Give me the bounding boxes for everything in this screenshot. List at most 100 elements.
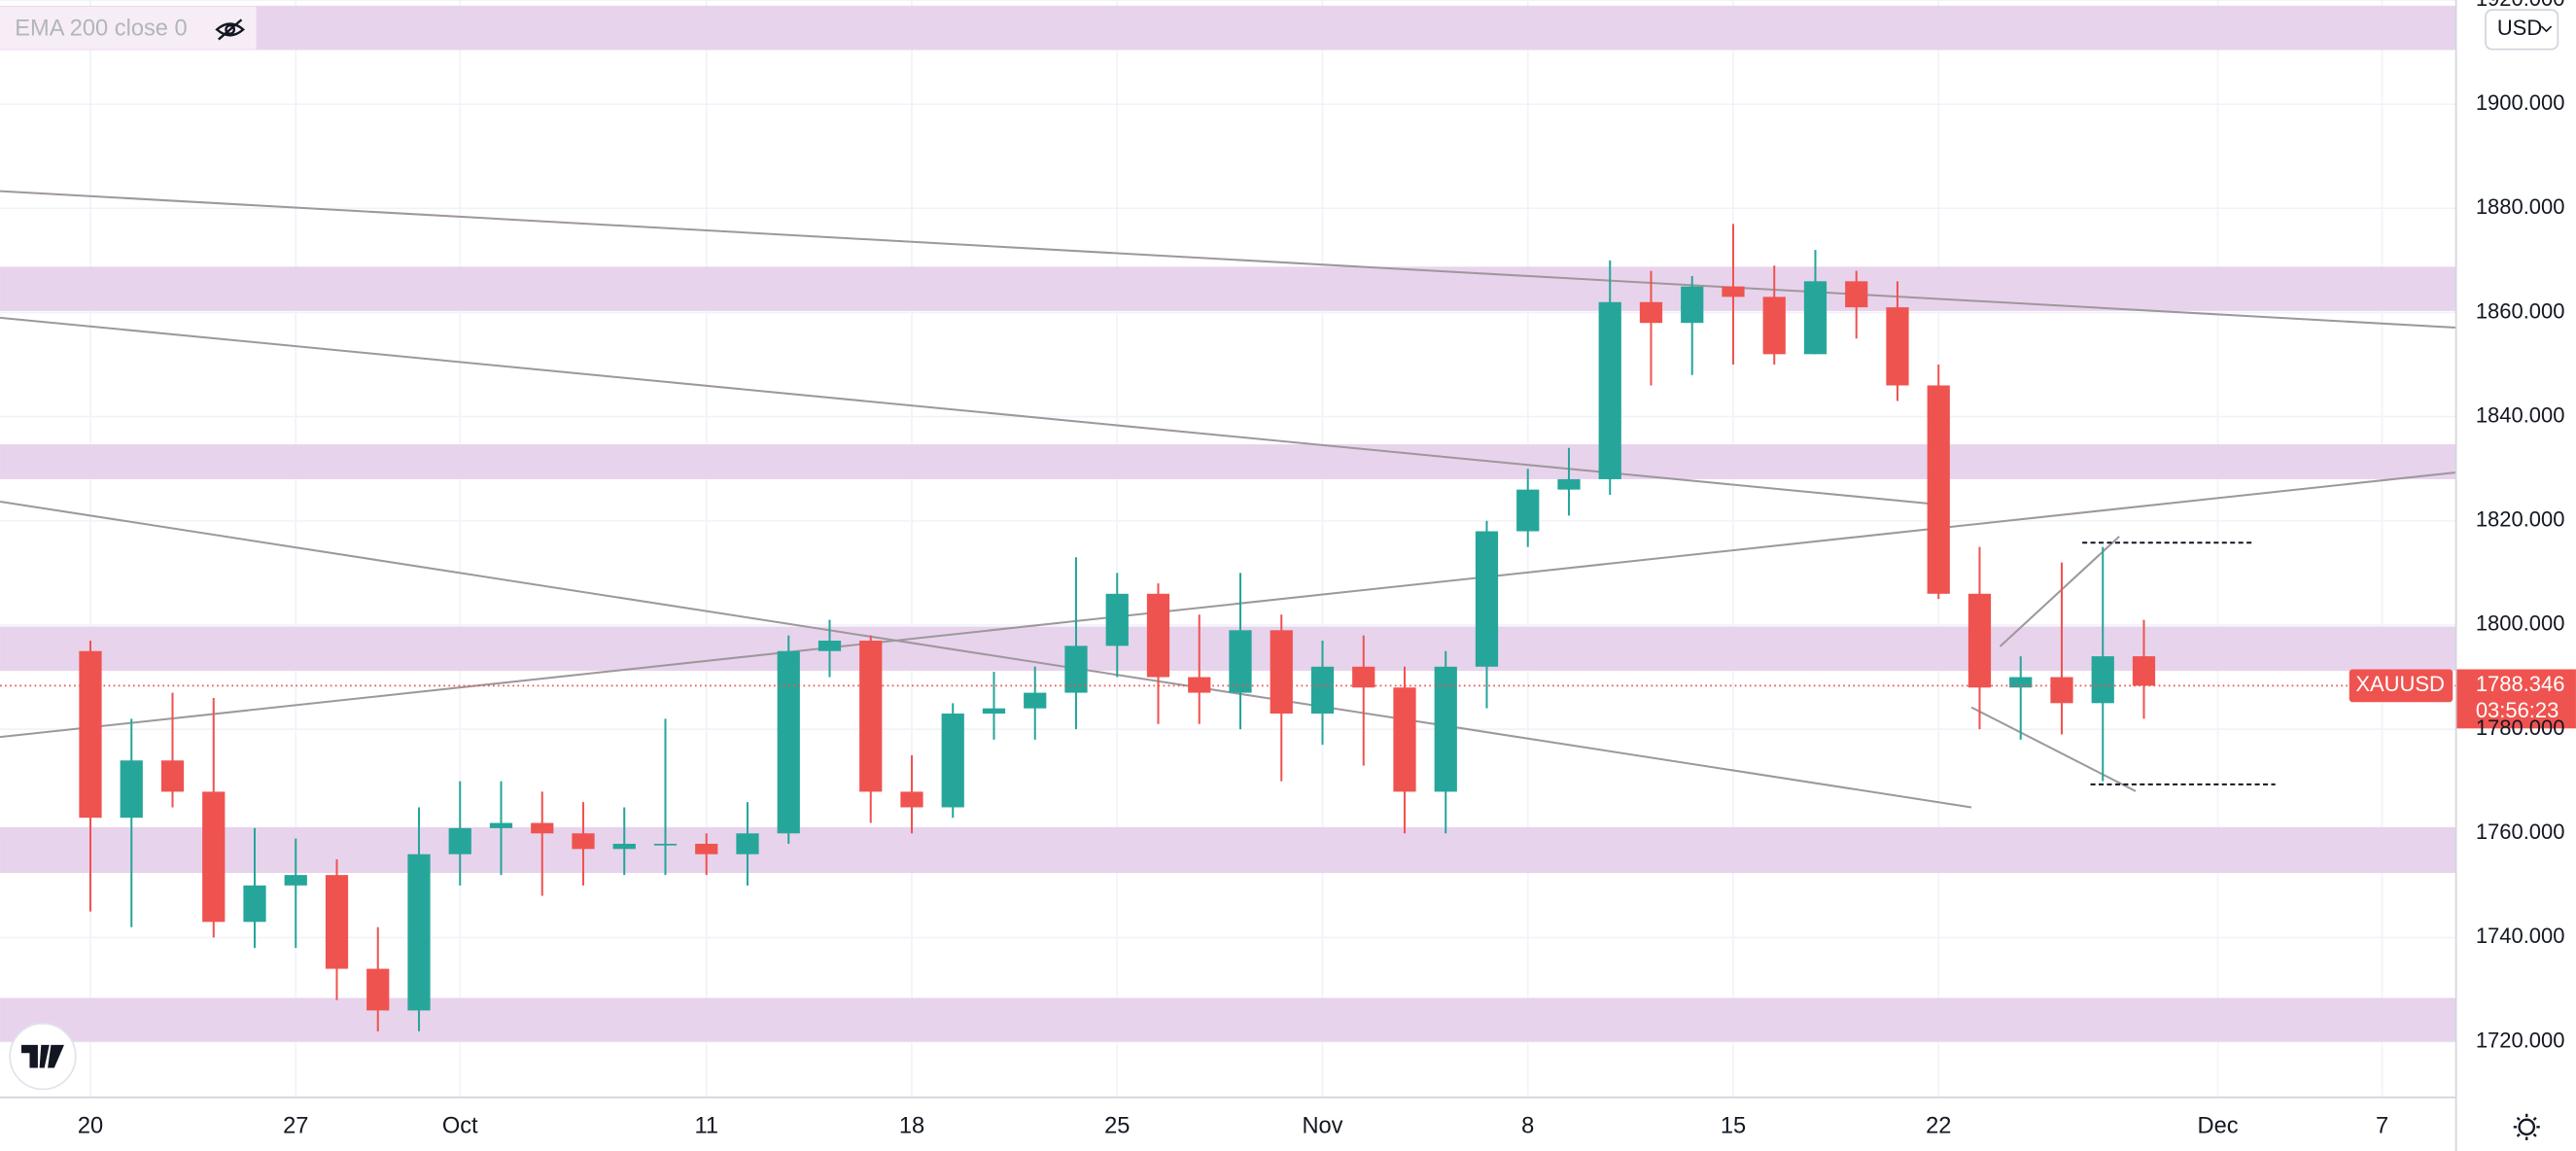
candle-body [1393,687,1416,792]
candle-body [531,822,554,834]
candles [79,224,2156,1031]
x-tick-label: 15 [1721,1114,1746,1139]
candle-body [941,714,964,808]
currency-box[interactable] [2485,9,2559,51]
logo-mark [21,1044,64,1068]
y-tick-label: 1780.000 [2476,715,2565,740]
candle-body [572,833,595,850]
y-tick-label: 1720.000 [2476,1028,2565,1052]
candle-body [1024,692,1047,709]
candle-body [982,708,1006,715]
x-tick-label: Dec [2198,1114,2239,1139]
candle-body [1064,645,1088,693]
candle-body [1352,666,1375,688]
indicator-label: EMA 200 close 0 [15,17,187,42]
currency-button[interactable]: USD [2485,9,2559,51]
candle-body [160,760,185,792]
hide-icon[interactable] [215,18,245,41]
zone [0,444,2456,479]
candle-body [612,843,636,850]
candle-body [366,968,390,1011]
candle-body [448,827,471,855]
y-tick-label: 1800.000 [2476,611,2565,636]
x-tick-label: Oct [442,1114,478,1139]
zone [0,266,2456,311]
candle-body [1557,478,1581,490]
candle-body [1516,489,1540,532]
price-tag [2455,669,2576,729]
zone [0,826,2456,873]
candle-body [695,843,718,855]
candle-body [1310,666,1335,715]
legend-bg [0,6,257,50]
candle-body [1229,630,1252,693]
y-tick-label: 1820.000 [2476,507,2565,532]
candle-body [736,833,759,855]
x-tick-label: 27 [283,1114,308,1139]
candle-body [1270,630,1293,715]
candle-body [120,760,143,819]
y-tick-label: 1900.000 [2476,90,2565,115]
candle-body [79,650,102,819]
y-tick-label: 1860.000 [2476,298,2565,323]
currency-label[interactable]: USD [2497,16,2542,40]
candle-body [202,791,226,923]
y-tick-label: 1920.000 [2476,0,2565,11]
candle-body [407,854,431,1011]
candle-body [1639,301,1663,324]
candle-body [1105,593,1129,646]
candle-body [1886,307,1909,386]
x-tick-label: 20 [78,1114,103,1139]
candle-body [2009,677,2033,688]
candle-body [859,641,883,792]
candle-body [1681,286,1704,324]
x-tick-label: 18 [899,1114,924,1139]
candle-body [284,875,307,886]
trendline [0,500,1972,809]
candle-body [1434,666,1457,792]
symbol-tag [2349,669,2454,703]
candle-body [1967,593,1992,688]
candle-body [818,641,842,651]
candle-body [325,875,349,969]
candle-body [777,650,800,834]
candle-body [1475,531,1499,667]
chevron [2540,25,2553,33]
candle-body [1845,281,1868,308]
trendline [0,190,2456,330]
candle-body [1146,593,1170,678]
x-tick-label: 11 [694,1114,718,1139]
candle-body [2091,656,2114,704]
price-label: 1788.346 [2476,672,2565,696]
y-tick-label: 1760.000 [2476,820,2565,844]
trendline [0,471,2456,739]
candle-body [1927,385,1950,594]
candle-body [1803,281,1828,355]
candle-body [1722,286,1745,297]
candle-body [1762,296,1786,355]
candle-body [900,791,923,808]
x-tick-label: 7 [2376,1114,2388,1139]
candle-body [653,843,678,846]
candle-body [2050,677,2073,704]
zone [0,5,2456,51]
y-tick-label: 1840.000 [2476,402,2565,427]
countdown: 03:56:23 [2476,698,2559,722]
indicator-legend: EMA 200 close 0 [0,6,257,50]
settings-icon[interactable] [2513,1113,2540,1140]
zone [0,626,2456,672]
candle-body [489,822,513,828]
x-tick-label: 22 [1926,1114,1951,1139]
y-tick-label: 1880.000 [2476,194,2565,219]
x-tick-label: 8 [1521,1114,1534,1139]
candle-body [243,885,266,923]
tv-logo[interactable] [9,1023,77,1091]
x-tick-label: Nov [1302,1114,1342,1139]
candle-body [1598,301,1621,479]
x-tick-label: 25 [1104,1114,1130,1139]
trendline [1970,706,2137,792]
y-tick-label: 1740.000 [2476,924,2565,948]
